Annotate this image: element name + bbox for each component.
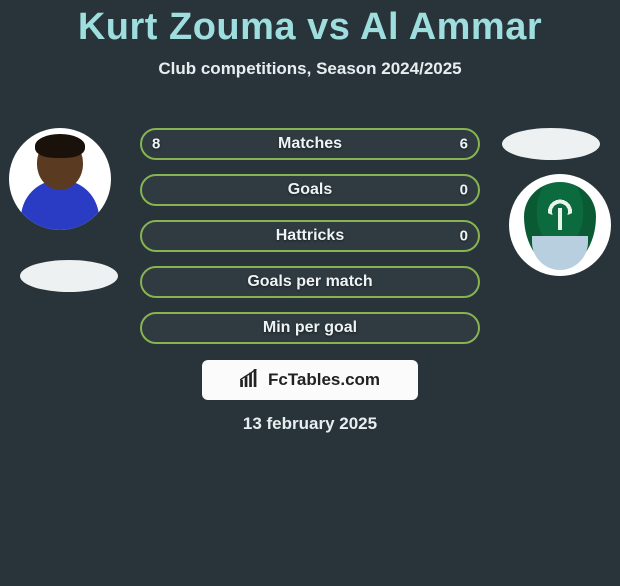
stat-row-hattricks: Hattricks 0 [140,220,480,252]
player2-name: Al Ammar [360,6,542,48]
brand-text: FcTables.com [268,370,380,390]
stat-value-right: 6 [460,136,468,153]
stat-label: Min per goal [263,319,357,337]
stat-row-goals-per-match: Goals per match [140,266,480,298]
stat-row-matches: 8 Matches 6 [140,128,480,160]
stat-label: Hattricks [276,227,344,245]
player1-avatar [9,128,111,230]
player1-name: Kurt Zouma [78,6,296,48]
brand-box: FcTables.com [202,360,418,400]
player1-flag [20,260,118,292]
stat-value-left: 8 [152,136,160,153]
stat-label: Goals [288,181,332,199]
player2-avatar [509,174,611,276]
page-title: Kurt Zouma vs Al Ammar [0,6,620,49]
stat-value-right: 0 [460,228,468,245]
subtitle: Club competitions, Season 2024/2025 [0,59,620,79]
date-text: 13 february 2025 [0,414,620,434]
stat-label: Goals per match [247,273,372,291]
stat-row-goals: Goals 0 [140,174,480,206]
stats-block: 8 Matches 6 Goals 0 Hattricks 0 Goals pe… [140,128,480,358]
bar-chart-icon [240,369,262,392]
vs-text: vs [296,6,360,48]
player2-flag [502,128,600,160]
stat-label: Matches [278,135,342,153]
stat-value-right: 0 [460,182,468,199]
stat-row-min-per-goal: Min per goal [140,312,480,344]
